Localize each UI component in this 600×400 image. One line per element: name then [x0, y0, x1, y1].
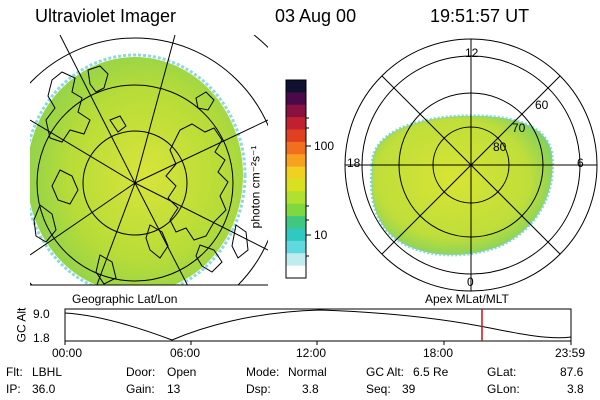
- colorbar-segment: [286, 129, 306, 143]
- timeline-xtick-1200: 12:00: [296, 346, 327, 360]
- door-label: Door:: [126, 365, 156, 379]
- instrument-title: Ultraviolet Imager: [35, 6, 177, 26]
- auroral-oval-apex: [371, 115, 553, 255]
- filter-value: LBHL: [32, 365, 63, 379]
- altitude-timeline: [64, 308, 572, 345]
- timeline-ytick-high: 9.0: [33, 307, 50, 321]
- seq-value: 39: [402, 382, 416, 396]
- ip-label: IP:: [6, 382, 21, 396]
- colorbar-segment: [286, 179, 306, 192]
- seq-label: Seq:: [366, 382, 391, 396]
- colorbar-segment: [286, 240, 306, 254]
- colorbar-segment: [286, 253, 306, 267]
- geographic-map: [30, 35, 268, 285]
- mode-value: Normal: [288, 365, 327, 379]
- apex-caption: Apex MLat/MLT: [425, 292, 509, 306]
- mlat-label-80: 80: [493, 140, 507, 154]
- colorbar-segment: [286, 191, 306, 205]
- colorbar-segment: [286, 216, 306, 230]
- glon-value: 3.8: [567, 382, 584, 396]
- timeline-xtick-0600: 06:00: [170, 346, 201, 360]
- colorbar-segment: [286, 154, 306, 168]
- colorbar-segment: [286, 166, 306, 180]
- colorbar-unit-label: photon cm⁻²s⁻¹: [248, 145, 263, 229]
- mode-label: Mode:: [246, 365, 280, 379]
- glat-value: 87.6: [560, 365, 584, 379]
- colorbar-tick-10: 10: [314, 228, 328, 242]
- timeline-frame: [64, 308, 572, 342]
- mlt-label-12: 12: [465, 46, 479, 60]
- mlt-label-6: 6: [577, 156, 584, 170]
- colorbar-segment: [286, 117, 306, 131]
- timeline-ytick-low: 1.8: [33, 331, 50, 345]
- gain-label: Gain:: [126, 382, 155, 396]
- geographic-caption: Geographic Lat/Lon: [72, 292, 178, 306]
- mlat-label-70: 70: [512, 121, 526, 135]
- colorbar-frame: [285, 79, 307, 279]
- timeline-xtick-1800: 18:00: [423, 346, 454, 360]
- gc-alt-label: GC Alt:: [366, 365, 405, 379]
- colorbar-segment: [286, 104, 306, 118]
- colorbar: [286, 80, 306, 279]
- timeline-xtick-2359: 23:59: [555, 346, 586, 360]
- colorbar-segment: [286, 203, 306, 217]
- glon-label: GLon:: [487, 382, 520, 396]
- auroral-oval-geographic: [30, 57, 243, 285]
- apex-polar-plot: [344, 38, 598, 292]
- colorbar-segment: [286, 228, 306, 242]
- colorbar-segment: [286, 141, 306, 155]
- image-date: 03 Aug 00: [275, 6, 357, 26]
- gain-value: 13: [167, 382, 181, 396]
- colorbar-segment: [286, 80, 306, 93]
- timeline-xtick-0000: 00:00: [52, 346, 83, 360]
- altitude-curve: [64, 309, 572, 341]
- dsp-label: Dsp:: [246, 382, 271, 396]
- dsp-value: 3.8: [302, 382, 319, 396]
- mlat-label-60: 60: [535, 98, 549, 112]
- filter-label: Flt:: [6, 365, 23, 379]
- mlt-label-0: 0: [467, 275, 474, 289]
- colorbar-segment: [286, 265, 306, 279]
- colorbar-tick-100: 100: [314, 139, 335, 153]
- timeline-axis-label: GC Alt: [14, 307, 29, 343]
- glat-label: GLat:: [487, 365, 517, 379]
- mlt-label-18: 18: [347, 156, 361, 170]
- ip-value: 36.0: [32, 382, 56, 396]
- door-value: Open: [167, 365, 197, 379]
- gc-alt-value: 6.5 Re: [413, 365, 449, 379]
- colorbar-segment: [286, 92, 306, 106]
- image-time: 19:51:57 UT: [430, 6, 530, 26]
